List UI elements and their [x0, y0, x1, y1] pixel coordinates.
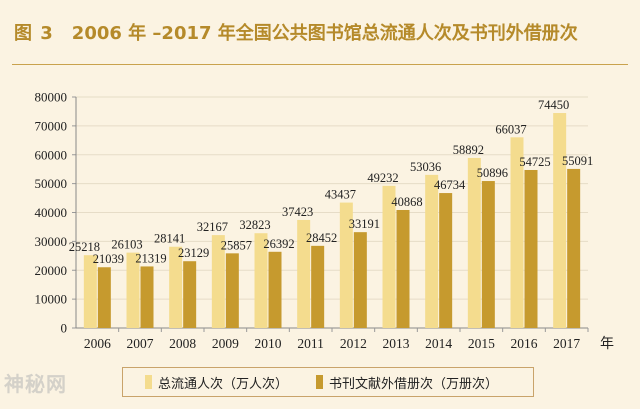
figure-label: 图 3: [14, 23, 54, 44]
data-label-series1: 49232: [367, 171, 398, 185]
data-label-series2: 21319: [135, 251, 166, 265]
y-tick-label: 50000: [35, 176, 68, 191]
x-tick-label: 2016: [511, 336, 538, 351]
x-tick-label: 2006: [84, 336, 111, 351]
bar-series2: [183, 261, 197, 328]
data-label-series1: 43437: [325, 188, 356, 202]
bar-series2: [97, 267, 111, 328]
bar-series2: [396, 209, 410, 328]
legend: 总流通人次（万人次） 书刊文献外借册次（万册次）: [122, 367, 534, 397]
legend-item-series1: 总流通人次（万人次）: [145, 373, 288, 392]
data-label-series2: 54725: [519, 155, 550, 169]
y-tick-label: 10000: [35, 292, 68, 307]
legend-label-series2: 书刊文献外借册次（万册次）: [329, 376, 499, 392]
data-label-series2: 26392: [263, 237, 294, 251]
x-tick-label: 2007: [127, 336, 154, 351]
bar-series2: [524, 169, 538, 328]
x-tick-label: 2009: [212, 336, 239, 351]
x-axis-label: 年: [600, 336, 614, 352]
data-label-series2: 25857: [221, 238, 252, 252]
data-label-series2: 40868: [391, 195, 422, 209]
x-tick-label: 2011: [297, 336, 324, 351]
bar-series2: [225, 253, 239, 328]
watermark: 神秘网: [4, 372, 67, 396]
x-tick-label: 2017: [553, 336, 580, 351]
x-tick-label: 2012: [340, 336, 367, 351]
bar-series1: [339, 202, 353, 328]
data-label-series1: 53036: [410, 160, 441, 174]
bar-series1: [553, 113, 567, 328]
title-divider: [12, 64, 628, 65]
chart-title: 2006 年 –2017 年全国公共图书馆总流通人次及书刊外借册次: [71, 23, 578, 44]
data-label-series2: 46734: [434, 178, 466, 192]
data-label-series1: 32823: [239, 218, 270, 232]
data-label-series2: 55091: [562, 154, 593, 168]
y-tick-label: 0: [61, 321, 68, 336]
bar-series1: [126, 252, 140, 328]
x-tick-label: 2008: [169, 336, 196, 351]
bar-series2: [567, 168, 581, 328]
data-label-series1: 66037: [495, 122, 526, 136]
bar-series1: [467, 157, 481, 328]
bar-series1: [254, 233, 268, 328]
bar-series1: [211, 235, 225, 328]
data-label-series2: 23129: [178, 246, 209, 260]
bar-series1: [169, 246, 183, 328]
bar-series1: [83, 255, 97, 328]
bar-series1: [425, 174, 439, 328]
data-label-series1: 25218: [69, 240, 100, 254]
bar-series2: [481, 181, 495, 328]
x-tick-label: 2013: [383, 336, 410, 351]
y-tick-label: 20000: [35, 263, 68, 278]
bar-series2: [353, 232, 367, 328]
bar-series2: [140, 266, 154, 328]
bar-series1: [382, 185, 396, 328]
data-label-series2: 50896: [477, 166, 508, 180]
y-tick-label: 30000: [35, 234, 68, 249]
y-tick-label: 70000: [35, 118, 68, 133]
x-tick-label: 2010: [255, 336, 282, 351]
data-label-series1: 37423: [282, 205, 313, 219]
data-label-series2: 33191: [349, 217, 380, 231]
data-label-series2: 28452: [306, 231, 337, 245]
data-label-series1: 32167: [197, 220, 228, 234]
bar-series2: [439, 193, 453, 328]
title-bar: 图 3 2006 年 –2017 年全国公共图书馆总流通人次及书刊外借册次: [0, 0, 640, 64]
y-tick-label: 60000: [35, 147, 68, 162]
bar-series2: [311, 245, 325, 328]
y-tick-label: 40000: [35, 205, 68, 220]
data-label-series1: 28141: [154, 232, 185, 246]
legend-item-series2: 书刊文献外借册次（万册次）: [316, 373, 498, 392]
x-tick-label: 2014: [425, 336, 452, 351]
y-tick-label: 80000: [35, 90, 68, 105]
data-label-series1: 58892: [453, 143, 484, 157]
x-tick-label: 2015: [468, 336, 495, 351]
legend-swatch-series1: [145, 375, 152, 389]
bar-series2: [268, 251, 282, 328]
legend-label-series1: 总流通人次（万人次）: [158, 376, 289, 392]
bar-series1: [297, 219, 311, 328]
data-label-series1: 26103: [111, 238, 142, 252]
bar-series1: [510, 137, 524, 328]
data-label-series2: 21039: [93, 252, 124, 266]
legend-swatch-series2: [316, 375, 324, 389]
data-label-series1: 74450: [538, 98, 569, 112]
